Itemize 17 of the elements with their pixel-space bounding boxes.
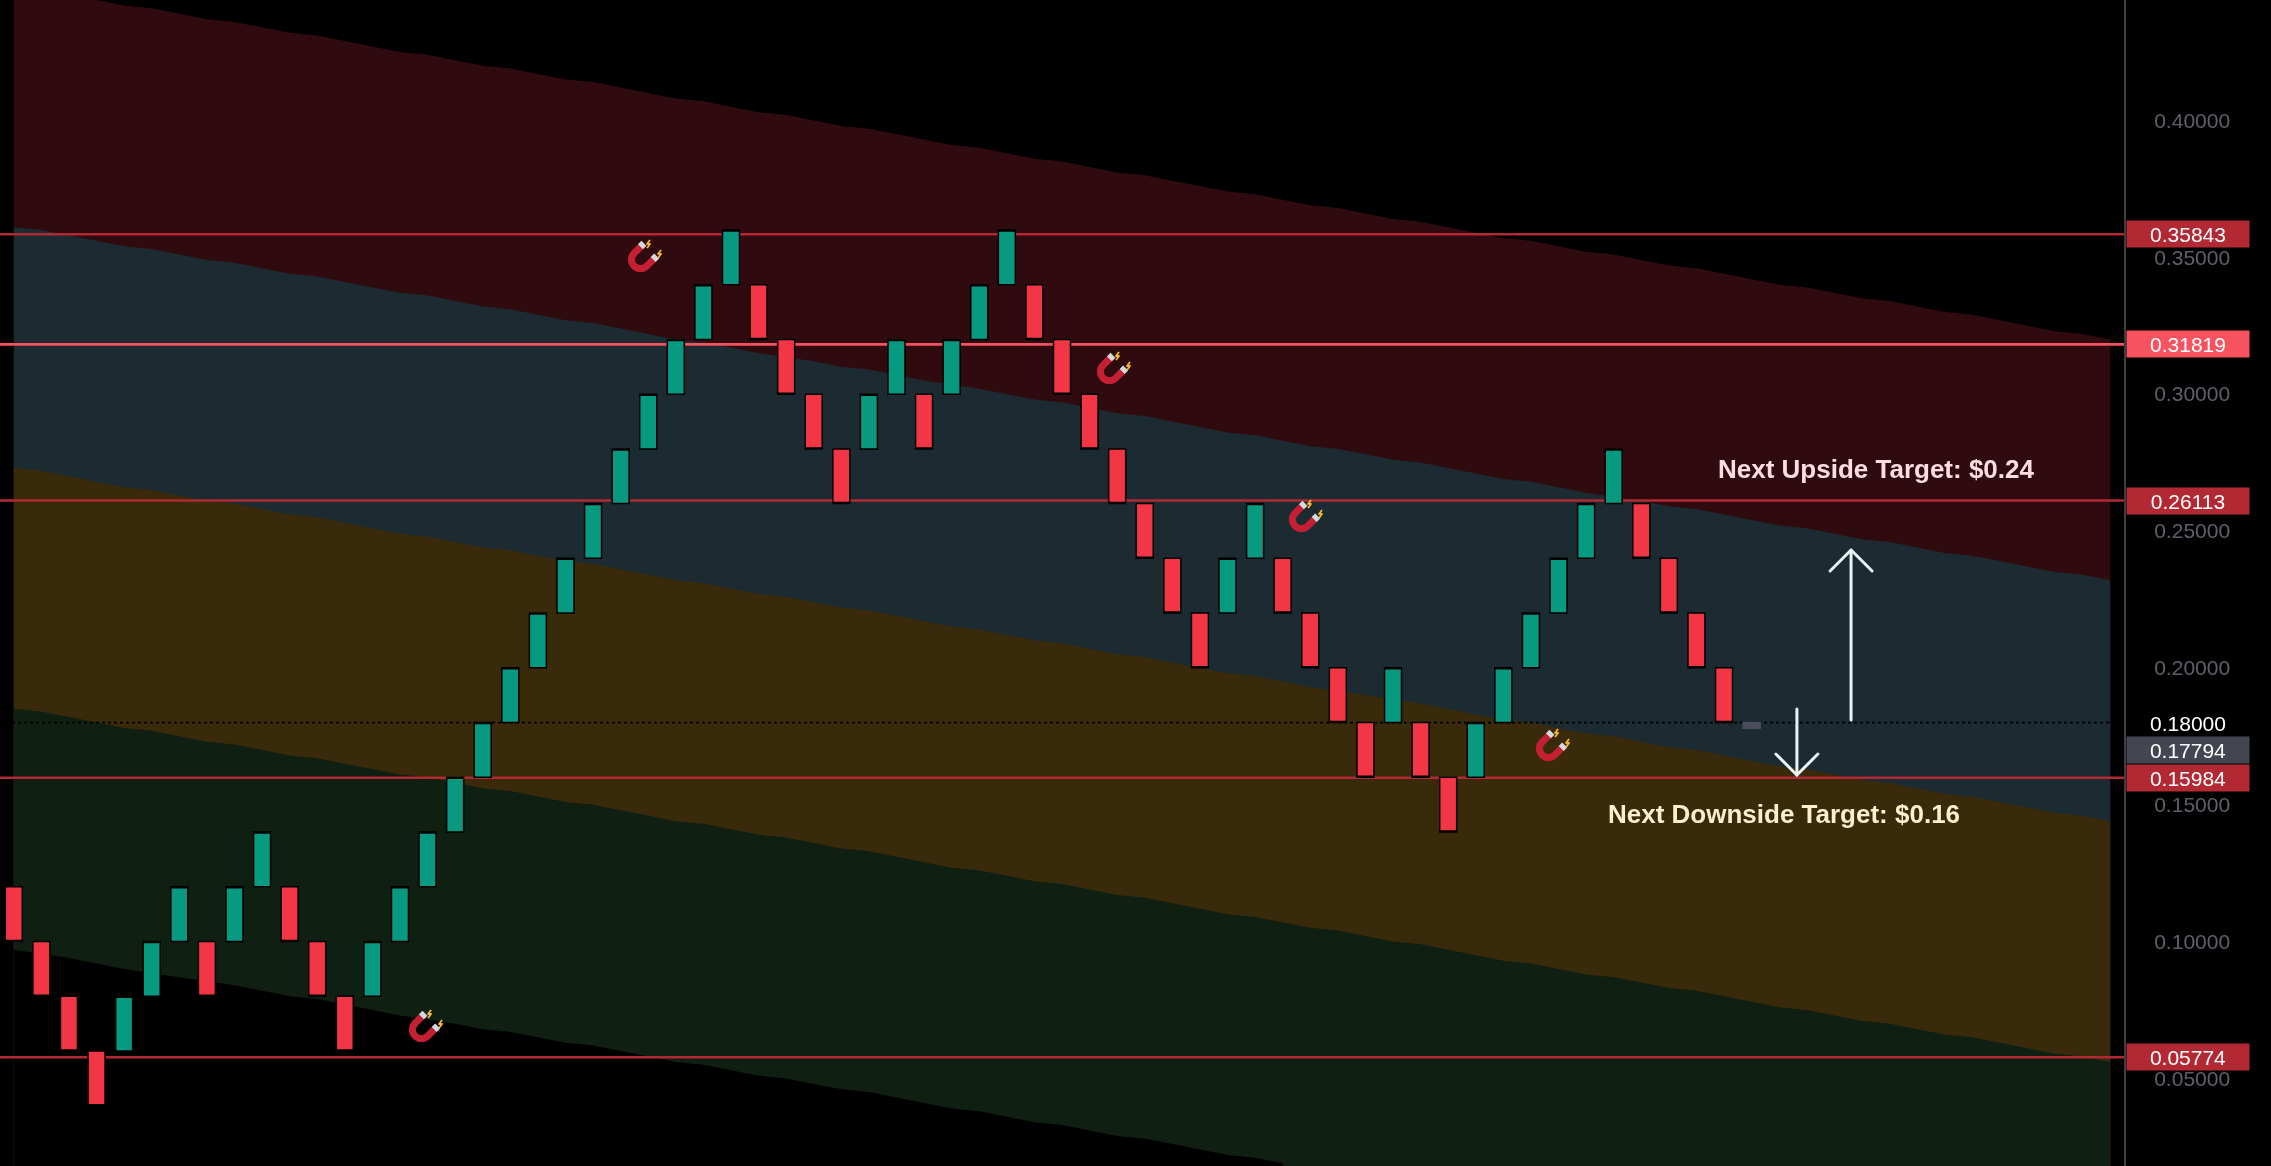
ref-line-label: 0.05774 [2149, 1045, 2227, 1069]
y-tick-label: 0.30000 [2154, 382, 2231, 406]
y-tick-label: 0.40000 [2154, 108, 2231, 132]
ref-line-label: 0.18000 [2150, 711, 2226, 735]
y-tick-label: 0.10000 [2154, 929, 2231, 953]
ref-line-label: 0.15984 [2149, 766, 2227, 790]
text: 0.17794 [2149, 738, 2227, 762]
ref-line-label: 0.31819 [2150, 332, 2226, 356]
ref-line-label: 0.35843 [2150, 222, 2226, 246]
y-tick-label: 0.15000 [2154, 793, 2231, 817]
y-tick-label: 0.25000 [2154, 519, 2231, 543]
y-tick-label: 0.35000 [2154, 245, 2231, 269]
ref-line-label: 0.26113 [2150, 489, 2226, 513]
annotation: Next Upside Target: $0.24 [1718, 454, 2035, 484]
y-tick-label: 0.05000 [2154, 1066, 2231, 1090]
annotation: Next Downside Target: $0.16 [1608, 799, 1961, 829]
y-tick-label: 0.20000 [2154, 656, 2231, 680]
